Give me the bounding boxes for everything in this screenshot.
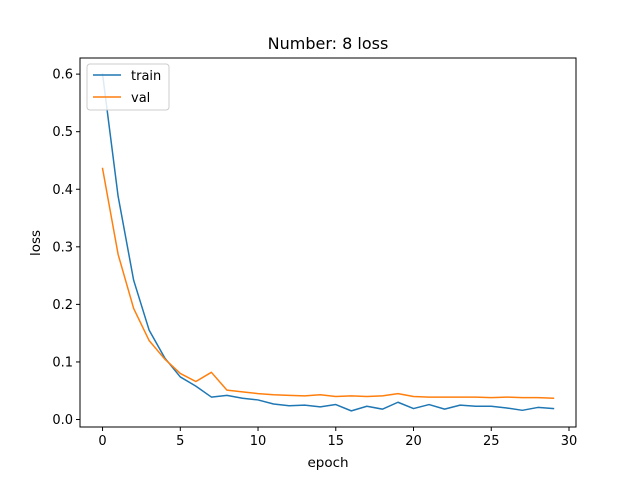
y-tick-label: 0.2 (52, 298, 73, 313)
x-axis-label: epoch (307, 455, 348, 471)
chart-title: Number: 8 loss (268, 34, 389, 53)
series-lines (101, 73, 555, 412)
x-tick-label: 5 (176, 434, 184, 449)
x-tick-label: 20 (405, 434, 422, 449)
x-tick-label: 25 (483, 434, 500, 449)
y-tick-label: 0.0 (52, 413, 73, 428)
legend: train val (86, 63, 170, 111)
x-tick-label: 10 (250, 434, 267, 449)
series-line-val (101, 167, 555, 399)
plot-area-frame (79, 57, 577, 428)
y-tick-label: 0.6 (52, 68, 73, 83)
series-line-train (101, 73, 555, 412)
y-tick-label: 0.1 (52, 355, 73, 370)
y-tick-label: 0.5 (52, 125, 73, 140)
x-tick-label: 15 (328, 434, 345, 449)
legend-label-train: train (131, 69, 161, 84)
x-tick-label: 0 (98, 434, 106, 449)
legend-label-val: val (131, 91, 150, 106)
x-axis: 0 5 10 15 20 25 30 (98, 427, 577, 449)
x-tick-label: 30 (561, 434, 578, 449)
y-tick-label: 0.3 (52, 240, 73, 255)
y-axis: 0.0 0.1 0.2 0.3 0.4 0.5 0.6 (52, 68, 80, 428)
y-axis-label: loss (28, 230, 44, 256)
y-tick-label: 0.4 (52, 183, 73, 198)
